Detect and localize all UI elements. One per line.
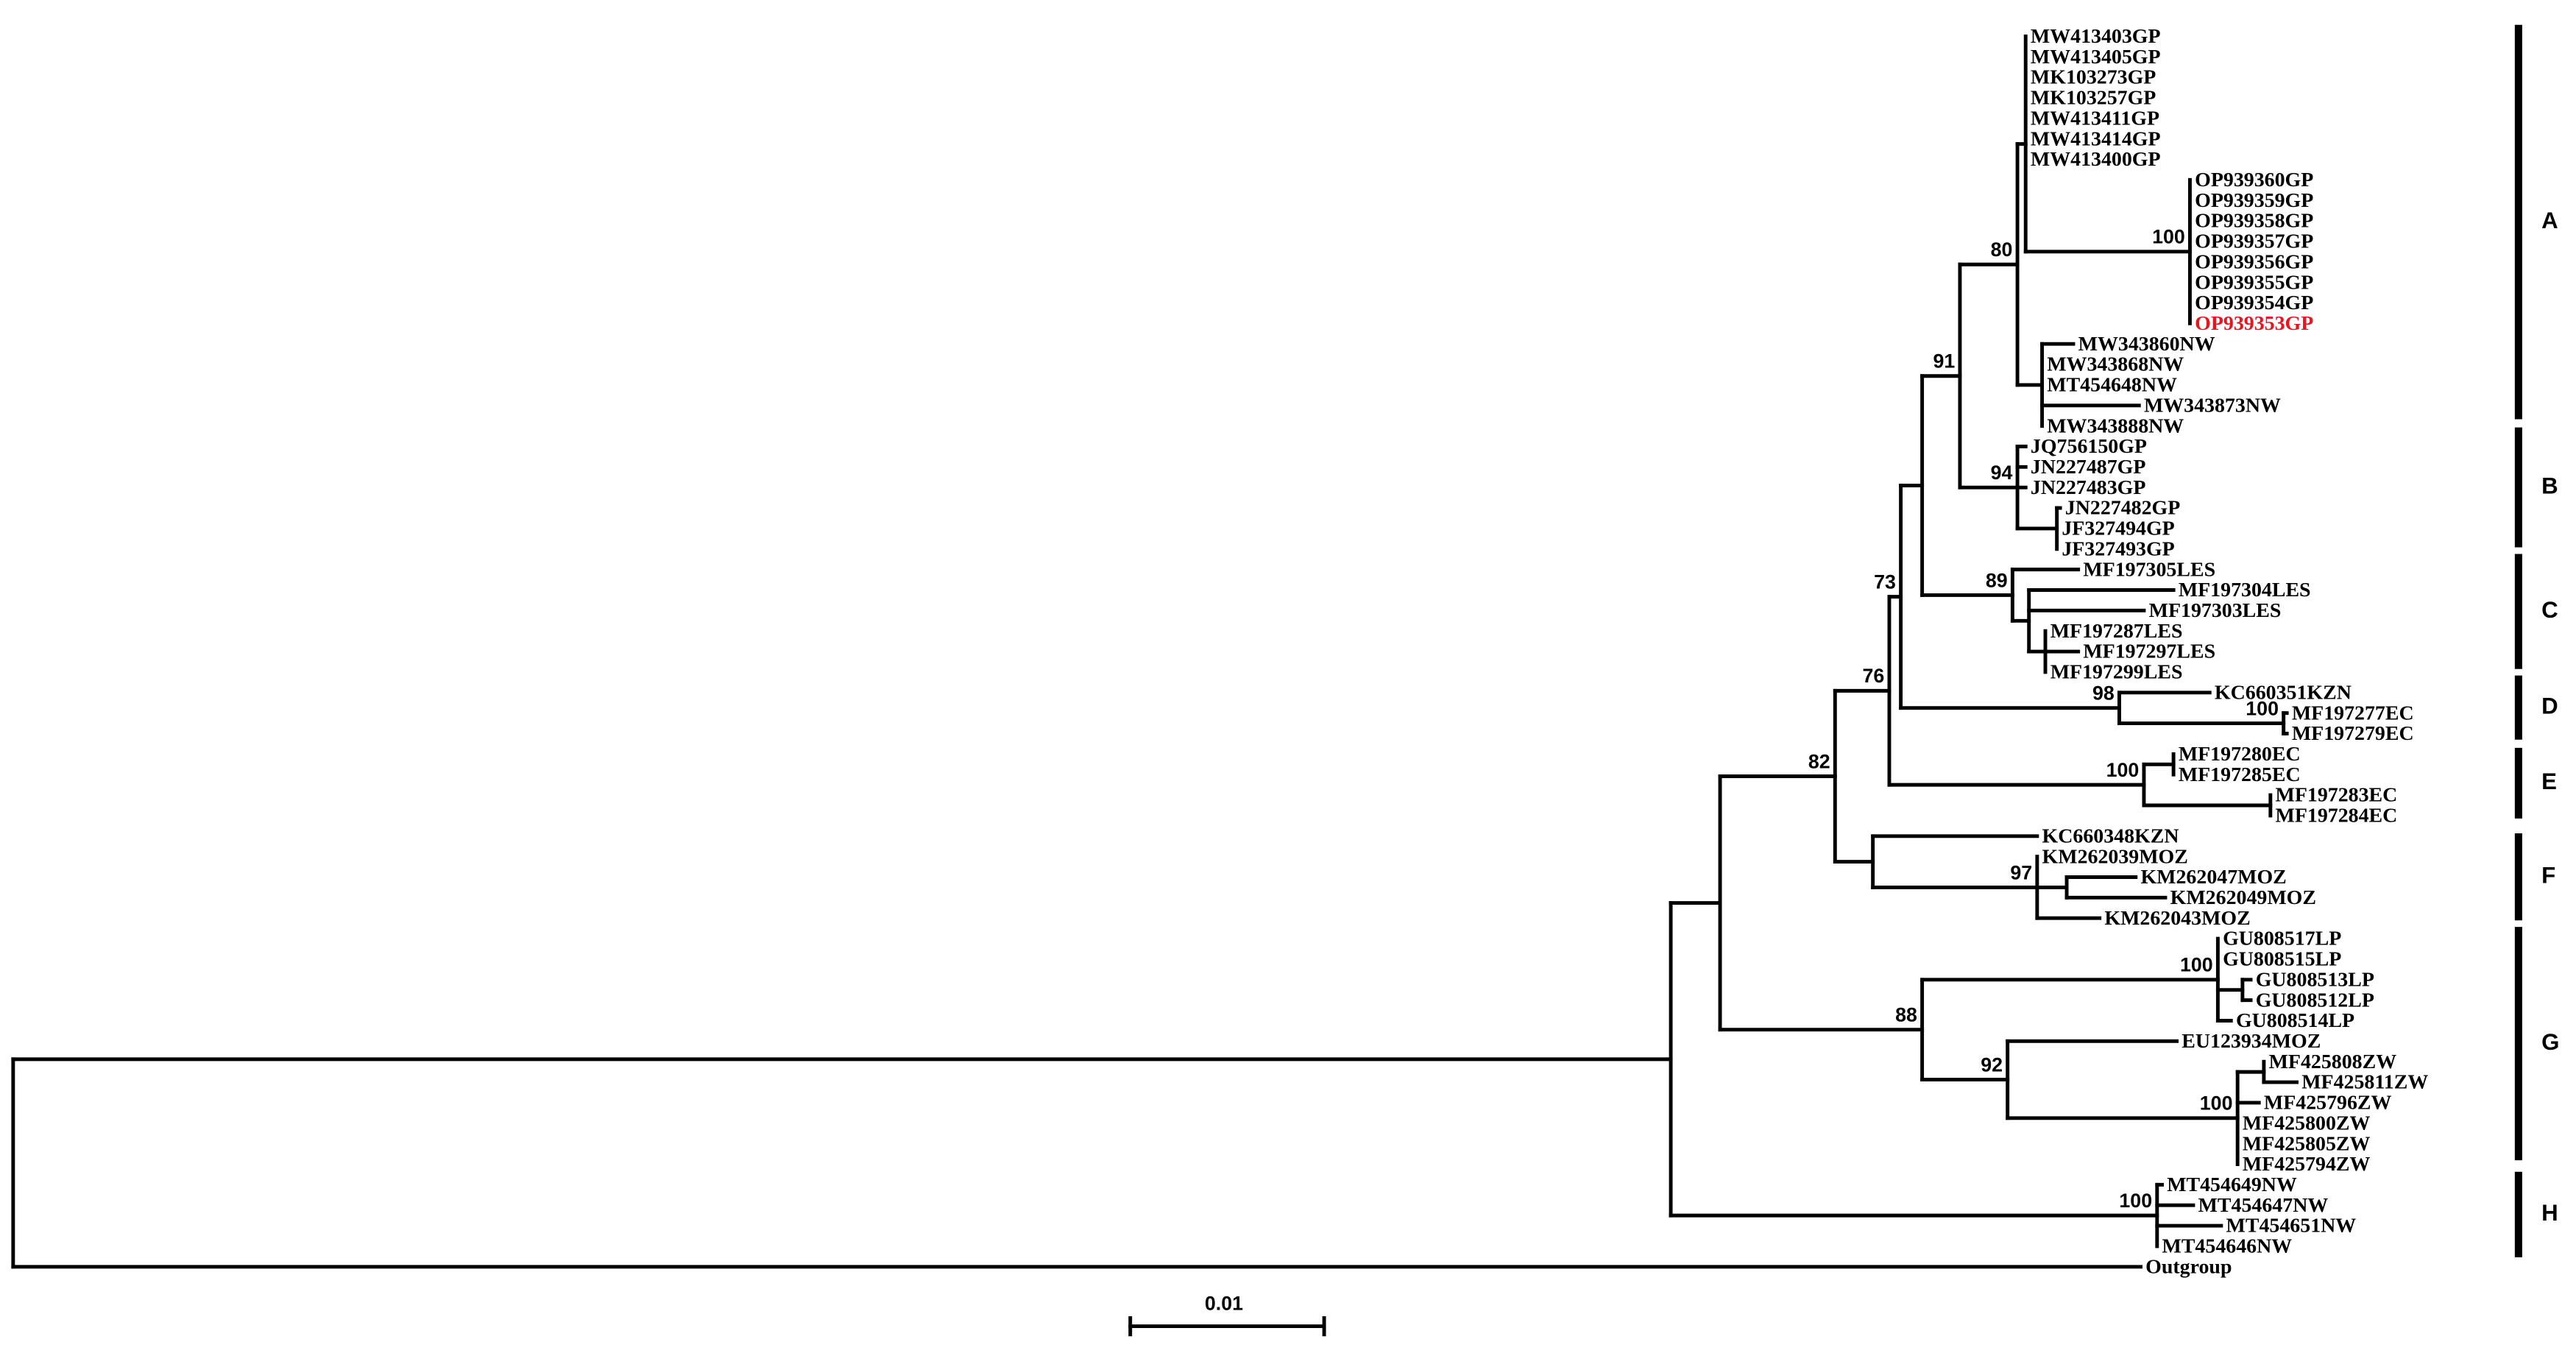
leaf-label: GU808515LP: [2223, 948, 2341, 971]
leaf-label: KM262049MOZ: [2170, 886, 2316, 909]
leaf-label: MF197280EC: [2179, 743, 2301, 766]
clade-label: F: [2541, 862, 2555, 888]
leaf-label: GU808512LP: [2256, 989, 2374, 1011]
leaf-label: KC660351KZN: [2215, 681, 2352, 704]
leaf-label: JF327493GP: [2062, 537, 2174, 560]
bootstrap-value: 98: [2092, 682, 2115, 705]
leaf-label: MF425811ZW: [2301, 1071, 2428, 1094]
leaf-label: MW343888NW: [2047, 414, 2184, 437]
clade-label: B: [2541, 473, 2558, 498]
clade-label: G: [2541, 1029, 2559, 1055]
leaf-label: JF327494GP: [2062, 518, 2174, 540]
bootstrap-value: 100: [2106, 759, 2140, 781]
leaf-label: MF197284EC: [2276, 805, 2398, 827]
bootstrap-value: 100: [2180, 954, 2213, 976]
leaf-label: GU808517LP: [2223, 928, 2341, 950]
leaf-label: MF197283EC: [2276, 784, 2398, 807]
leaf-label: Outgroup: [2145, 1255, 2232, 1278]
leaf-label: MT454646NW: [2162, 1235, 2293, 1258]
leaf-label: MF425808ZW: [2269, 1050, 2397, 1073]
clade-label: A: [2541, 208, 2558, 233]
clade-label: D: [2541, 693, 2558, 718]
leaf-label: MW413414GP: [2031, 127, 2161, 150]
leaf-label: JN227482GP: [2065, 497, 2181, 520]
bootstrap-value: 89: [1986, 569, 2008, 591]
bootstrap-value: 100: [2200, 1092, 2233, 1115]
bootstrap-value: 100: [2152, 226, 2185, 248]
leaf-label: MF425805ZW: [2243, 1132, 2371, 1155]
leaf-label: MT454647NW: [2198, 1194, 2329, 1217]
leaf-label: MW413405GP: [2031, 46, 2161, 68]
leaf-label: GU808514LP: [2236, 1009, 2354, 1032]
bootstrap-value: 80: [1991, 239, 2013, 261]
leaf-label: OP939354GP: [2195, 292, 2313, 314]
leaf-label: KC660348KZN: [2042, 824, 2179, 847]
bootstrap-value: 100: [2119, 1190, 2152, 1212]
leaf-label: OP939359GP: [2195, 189, 2313, 212]
leaf-label: MW343873NW: [2144, 394, 2281, 417]
scale-label: 0.01: [1205, 1292, 1243, 1314]
leaf-label: KM262043MOZ: [2104, 907, 2250, 930]
bootstrap-value: 73: [1874, 571, 1896, 593]
bootstrap-value: 82: [1808, 750, 1830, 772]
leaf-label: MT454648NW: [2047, 374, 2177, 397]
leaf-label: MF197304LES: [2179, 579, 2311, 601]
leaf-label: KM262047MOZ: [2140, 866, 2286, 889]
leaf-label: MF197285EC: [2179, 763, 2301, 786]
leaf-label: MF197277EC: [2292, 702, 2414, 724]
leaf-label: OP939358GP: [2195, 210, 2313, 233]
leaf-label: MW413411GP: [2031, 107, 2159, 130]
bootstrap-value: 91: [1933, 350, 1955, 372]
clade-label: H: [2541, 1200, 2558, 1226]
clade-label: C: [2541, 597, 2558, 623]
leaf-label: MW413403GP: [2031, 25, 2161, 48]
leaf-label: MW343860NW: [2078, 333, 2215, 356]
leaf-label: MF425800ZW: [2243, 1112, 2371, 1134]
bootstrap-value: 100: [2246, 697, 2279, 719]
leaf-label: OP939357GP: [2195, 230, 2313, 253]
leaf-label: MF197287LES: [2050, 620, 2183, 643]
leaf-label: OP939355GP: [2195, 271, 2313, 294]
leaf-label: JN227487GP: [2031, 456, 2146, 479]
bootstrap-value: 92: [1981, 1053, 2003, 1076]
leaf-label: MF197303LES: [2149, 599, 2282, 622]
leaf-label: MF197305LES: [2083, 558, 2215, 581]
leaf-label: EU123934MOZ: [2182, 1030, 2321, 1053]
leaf-label: MT454649NW: [2167, 1173, 2297, 1196]
bootstrap-value: 94: [1991, 462, 2013, 484]
leaf-label: MT454651NW: [2226, 1215, 2357, 1237]
bootstrap-value: 76: [1862, 665, 1884, 687]
leaf-label: OP939356GP: [2195, 250, 2313, 273]
leaf-label: KM262039MOZ: [2042, 845, 2188, 868]
leaf-label: MW343868NW: [2047, 353, 2184, 376]
leaf-label: JQ756150GP: [2031, 435, 2147, 458]
leaf-label: JN227483GP: [2031, 476, 2146, 499]
leaf-label: MF425796ZW: [2264, 1092, 2392, 1115]
leaf-label: OP939353GP: [2195, 312, 2313, 335]
clade-label: E: [2541, 769, 2557, 794]
leaf-label: MF197279EC: [2292, 722, 2414, 745]
leaf-label: MF197297LES: [2083, 640, 2215, 663]
leaf-label: MK103273GP: [2031, 66, 2156, 89]
leaf-label: MF425794ZW: [2243, 1153, 2371, 1176]
leaf-label: MF197299LES: [2050, 661, 2183, 684]
leaf-label: MW413400GP: [2031, 148, 2161, 171]
leaf-label: MK103257GP: [2031, 87, 2156, 110]
leaf-label: GU808513LP: [2256, 968, 2374, 991]
bootstrap-value: 88: [1895, 1004, 1917, 1026]
bootstrap-value: 97: [2010, 861, 2032, 883]
leaf-label: OP939360GP: [2195, 169, 2313, 191]
